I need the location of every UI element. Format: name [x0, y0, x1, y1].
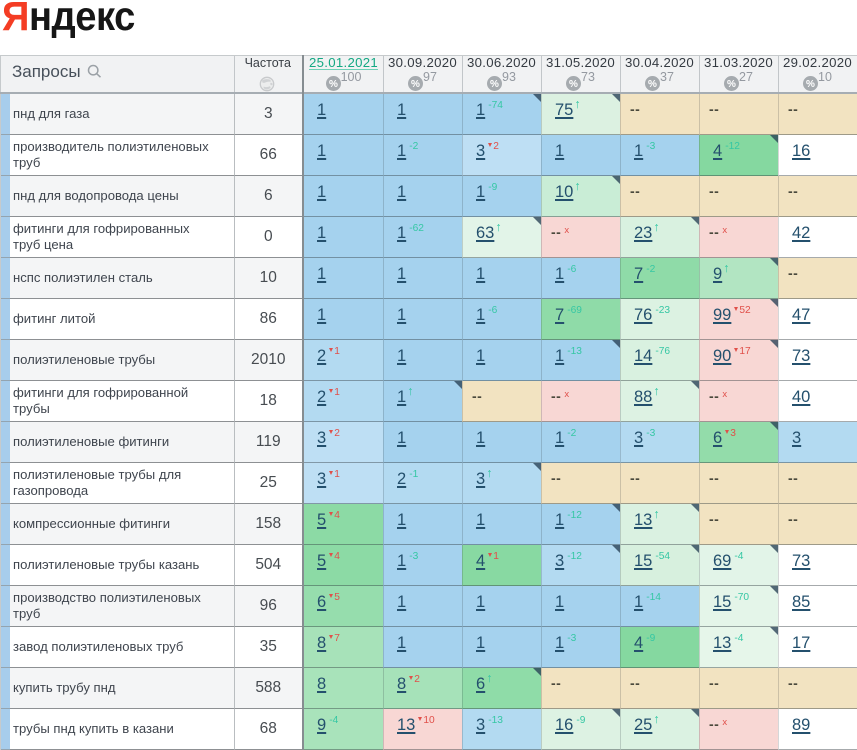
- svg-text:%: %: [490, 79, 499, 90]
- svg-text:%: %: [727, 79, 736, 90]
- svg-text:%: %: [411, 79, 420, 90]
- svg-text:%: %: [569, 79, 578, 90]
- svg-text:%: %: [806, 79, 815, 90]
- svg-text:%: %: [329, 79, 338, 90]
- svg-text:%: %: [648, 79, 657, 90]
